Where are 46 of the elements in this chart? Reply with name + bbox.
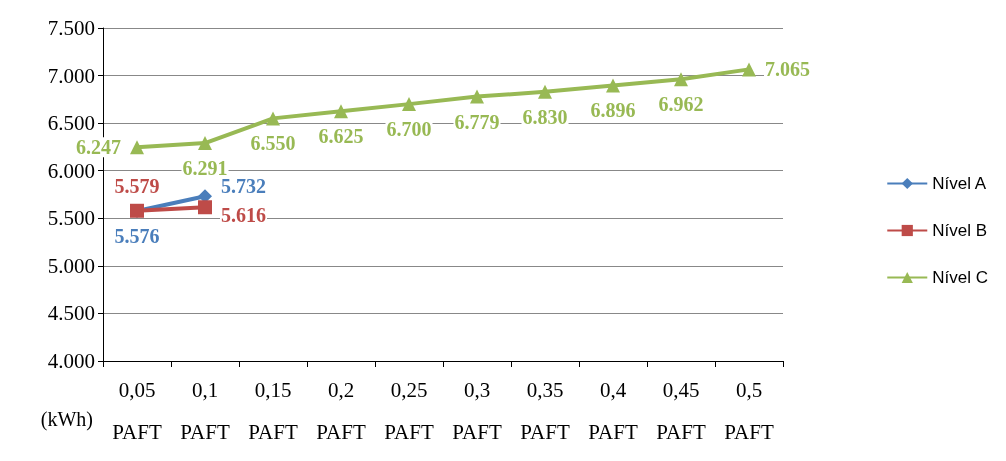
y-tick-label: 4.500 (47, 301, 95, 326)
legend-label: Nível B (932, 221, 988, 240)
y-tick-label: 7.500 (47, 16, 95, 40)
point (402, 97, 416, 112)
point (130, 140, 144, 155)
data-label: 6.291 (182, 157, 228, 180)
point (606, 78, 620, 93)
data-label: 5.576 (114, 225, 160, 248)
point (266, 111, 280, 126)
y-tick-label: 7.000 (47, 63, 95, 88)
x-tick-label: 0,1 PAFT (180, 378, 230, 444)
data-label: 6.962 (658, 93, 704, 116)
data-label: 6.550 (250, 132, 296, 155)
point (198, 136, 212, 151)
legend-label: Nível A (932, 174, 987, 193)
y-axis-title: (kWh) (40, 408, 93, 431)
data-label: 6.830 (522, 105, 568, 128)
data-label: 6.247 (76, 136, 121, 159)
data-label: 6.896 (590, 99, 636, 122)
point (470, 89, 484, 104)
y-tick-label: 6.000 (47, 158, 95, 183)
data-label: 5.616 (221, 204, 266, 227)
point (742, 62, 756, 77)
x-tick-label: 0,25 PAFT (384, 378, 434, 444)
data-label: 6.700 (386, 118, 432, 141)
data-label: 6.625 (318, 125, 364, 148)
x-tick-label: 0,45 PAFT (656, 378, 706, 444)
y-tick-label: 4.000 (47, 349, 95, 373)
point (674, 72, 688, 87)
point (198, 200, 212, 215)
x-tick-label: 0,15 PAFT (248, 378, 298, 444)
data-label: 7.065 (765, 58, 810, 81)
x-tick-label: 0,05 PAFT (112, 378, 162, 444)
x-tick-label: 0,3 PAFT (452, 378, 502, 444)
y-tick-label: 5.500 (47, 206, 95, 231)
data-label: 5.579 (114, 174, 160, 197)
x-tick-label: 0,35 PAFT (520, 378, 570, 444)
legend-label: Nível C (932, 268, 988, 287)
x-tick-label: 0,5 PAFT (724, 378, 774, 444)
point (538, 84, 552, 99)
point (334, 104, 348, 119)
x-tick-label: 0,4 PAFT (588, 378, 638, 444)
data-label: 6.779 (454, 110, 500, 133)
x-tick-label: 0,2 PAFT (316, 378, 366, 444)
y-tick-label: 5.000 (47, 253, 95, 278)
y-tick-label: 6.500 (47, 111, 95, 136)
